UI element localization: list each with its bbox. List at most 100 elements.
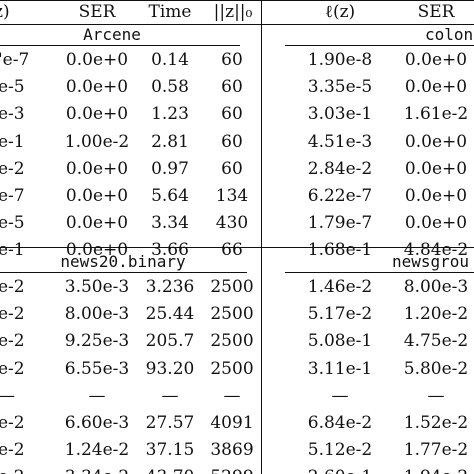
table-cell: 205.7	[145, 331, 195, 352]
table-cell: 0.0e+0	[65, 158, 129, 179]
table-cell: 5.80e-2	[403, 358, 469, 379]
table-cell: 1.24e-2	[64, 440, 130, 461]
header-cell: Time	[148, 2, 192, 22]
table-cell: 27.57	[145, 413, 195, 433]
table-cell: 8.00e-3	[403, 277, 469, 297]
table-cell: 0.0e+0	[404, 186, 468, 206]
table-cell: 4.84e-2	[403, 240, 469, 261]
table-cell: 1.94e-2	[404, 467, 468, 474]
table-cell: e-5	[0, 213, 25, 234]
table-cell: 0.14	[151, 50, 189, 70]
table-cell: 25.44	[145, 304, 195, 325]
table-cell: 93.20	[145, 358, 195, 379]
header-cell: SER	[78, 2, 116, 22]
table-cell: 43.70	[146, 467, 195, 474]
table-cell: 6.84e-2	[307, 413, 373, 433]
table-cell: 3.66	[151, 240, 189, 261]
table-cell: 2500	[210, 358, 254, 379]
table-cell: —	[0, 386, 15, 406]
table-cell: 0.0e+0	[65, 213, 129, 234]
header-cell: ℓ(z)	[324, 2, 356, 22]
table-cell: 0.0e+0	[65, 77, 129, 98]
table-cell: 3.236	[145, 277, 195, 297]
table-cell: 6.55e-3	[64, 358, 130, 379]
table-cell: e-2	[0, 467, 25, 474]
table-cell: 0.0e+0	[404, 213, 468, 234]
table-cell: 0.0e+0	[404, 158, 468, 179]
table-cell: 60	[221, 158, 243, 179]
table-cell: 60	[221, 104, 243, 125]
table-cell: 0.0e+0	[65, 50, 129, 70]
table-cell: 1.68e-1	[307, 240, 373, 261]
table-cell: 430	[215, 213, 249, 234]
table-cell: 0.0e+0	[404, 50, 468, 70]
table-cell: 2500	[210, 331, 254, 352]
table-cell: 5.17e-2	[307, 304, 373, 325]
table-cell: 0.0e+0	[404, 77, 468, 98]
table-cell: 8.00e-3	[64, 304, 130, 325]
table-cell: 1.20e-2	[403, 304, 469, 325]
table-cell: 66	[221, 240, 243, 261]
section-rule	[0, 247, 474, 248]
table-cell: e-2	[0, 277, 25, 297]
table-cell: e-5	[0, 77, 25, 98]
table-cell: 60	[221, 50, 243, 70]
table-cell: 3869	[210, 440, 254, 461]
table-cell: —	[88, 385, 106, 406]
table-cell: 9.25e-3	[64, 331, 130, 352]
dataset-title-news20: news20.binary	[60, 252, 186, 271]
top-rule	[0, 0, 474, 1]
table-cell: 0.97	[151, 158, 189, 179]
table-cell: 3.34e-2	[65, 467, 129, 474]
table-cell: e-2	[0, 331, 25, 352]
dataset-title-newsgroups: newsgrou	[392, 252, 470, 271]
table-cell: 2.60e-1	[308, 467, 372, 474]
dataset-title-colon-cancer: colon-can	[425, 25, 474, 44]
table-cell: 1.23	[151, 104, 189, 125]
column-divider	[261, 0, 262, 474]
table-cell: 3.11e-1	[307, 358, 373, 379]
table-cell: 0.0e+0	[65, 240, 129, 261]
table-cell: —	[331, 385, 349, 406]
table-cell: e-2	[0, 158, 25, 179]
dataset-title-arcene: Arcene	[83, 25, 141, 44]
table-cell: 3.50e-3	[64, 277, 130, 297]
table-cell: 3.34	[151, 213, 189, 234]
table-cell: —	[161, 385, 179, 406]
table-cell: e-2	[0, 304, 25, 325]
table-cell: 60	[221, 131, 243, 152]
table-cell: —	[223, 385, 241, 406]
table-cell: 6.22e-7	[307, 186, 373, 206]
table-cell: 60	[221, 77, 243, 98]
header-rule	[0, 24, 474, 25]
header-cell: ||z||₀	[213, 2, 253, 22]
table-cell: 37.15	[145, 440, 195, 461]
table-cell: 4.75e-2	[403, 331, 469, 352]
table-cell: e-2	[0, 413, 25, 433]
table-cell: 0.58	[151, 77, 189, 98]
header-cell: SER	[417, 2, 455, 22]
colon-subrule	[285, 45, 474, 46]
table-cell: 1.90e-8	[307, 50, 373, 70]
table-cell: 4091	[210, 413, 254, 433]
table-cell: e-2	[0, 440, 25, 461]
table-cell: 1.79e-7	[307, 213, 373, 234]
table-cell: e-1	[0, 131, 25, 152]
table-cell: 3.35e-5	[307, 77, 373, 98]
header-cell: z)	[0, 2, 10, 22]
arcene-subrule	[0, 45, 240, 46]
table-cell: 5299	[210, 467, 253, 474]
table-cell: 3.03e-1	[307, 104, 373, 125]
table-cell: e-7	[0, 186, 25, 206]
table-cell: 4.51e-3	[307, 131, 373, 152]
table-cell: e-3	[0, 104, 25, 125]
table-cell: 1.77e-2	[403, 440, 469, 461]
table-cell: 1.00e-2	[64, 131, 130, 152]
table-cell: 'e-7	[0, 50, 30, 70]
table-cell: 2500	[210, 304, 254, 325]
table-cell: 134	[215, 186, 249, 206]
table-cell: 5.12e-2	[307, 440, 373, 461]
table-cell: 2.84e-2	[307, 158, 373, 179]
table-cell: —	[427, 385, 445, 406]
